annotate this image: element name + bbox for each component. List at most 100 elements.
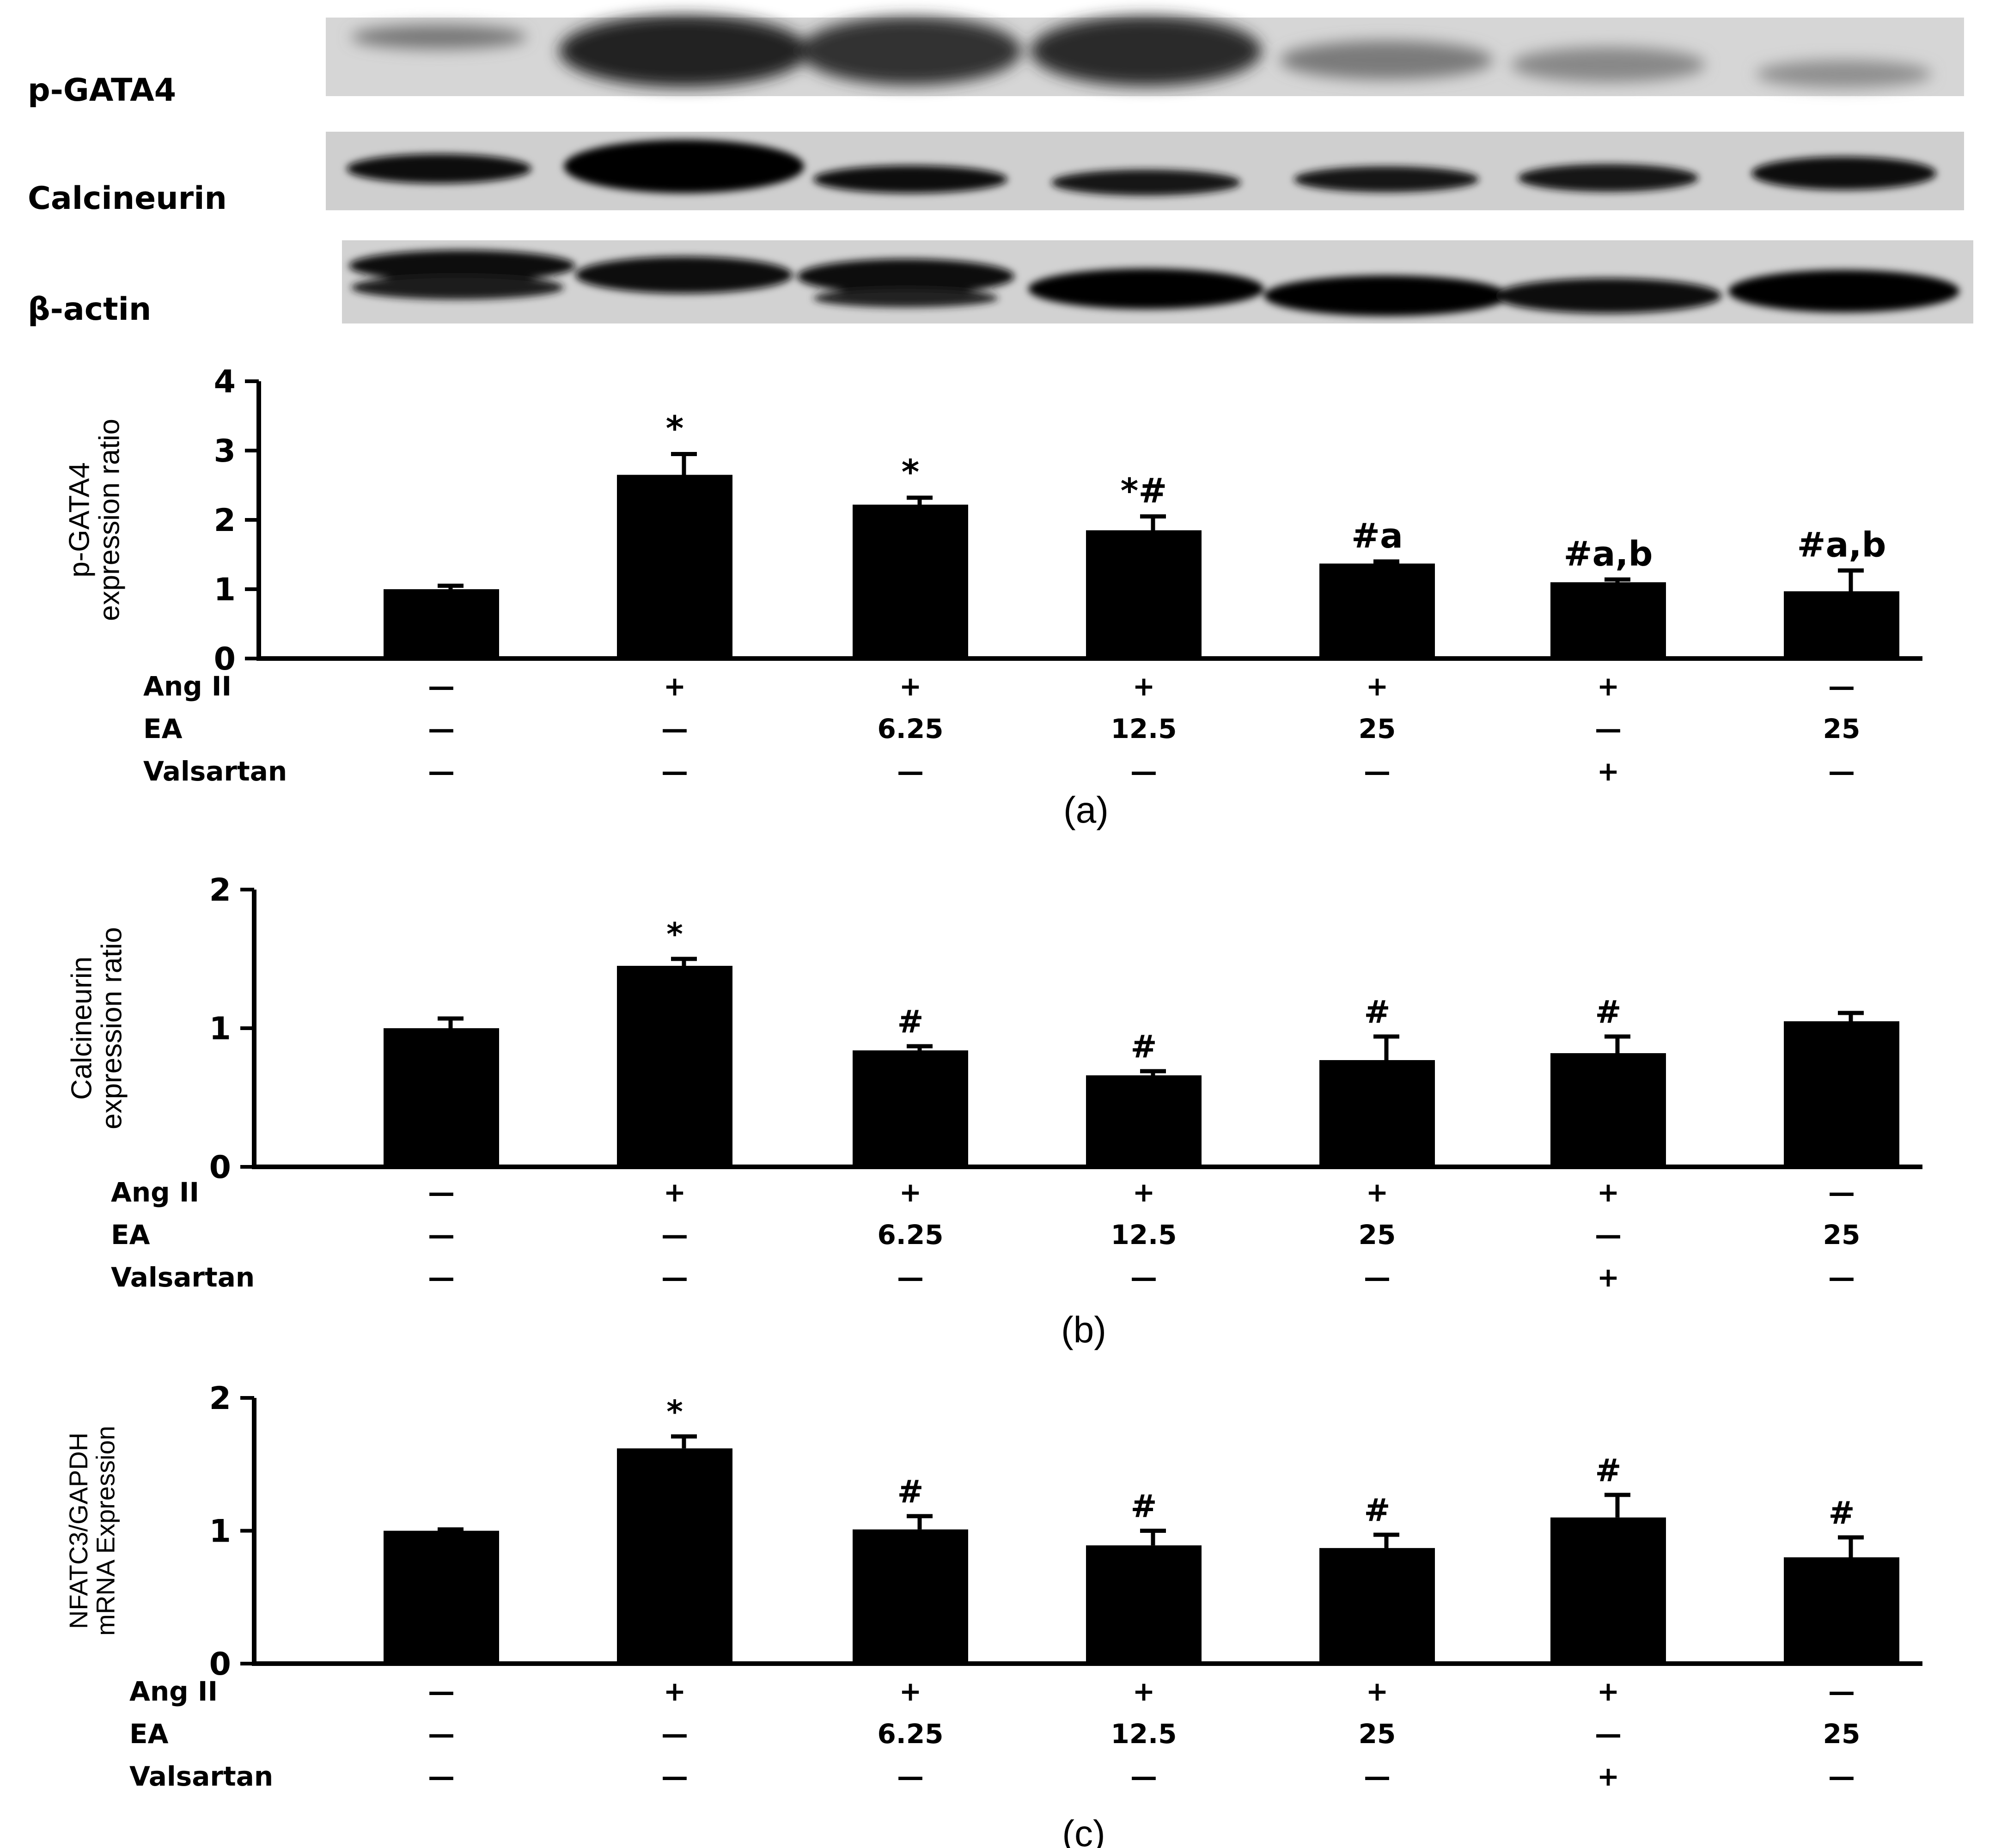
treatment-row-label: EA: [111, 1219, 150, 1250]
bar: [1550, 1517, 1666, 1664]
bar: [617, 475, 732, 659]
treatment-row-label: EA: [143, 713, 183, 744]
treatment-cell: 25: [1359, 1718, 1396, 1750]
panel-letter: (c): [1062, 1813, 1105, 1848]
treatment-cell: —: [661, 1761, 688, 1792]
treatment-cell: —: [1130, 756, 1157, 787]
treatment-cell: —: [897, 1761, 924, 1792]
bar: [1319, 1060, 1435, 1167]
y-tick-label: 4: [214, 364, 236, 400]
significance-label: #a,b: [1797, 525, 1886, 565]
treatment-cell: 25: [1823, 1718, 1861, 1750]
treatment-cell: —: [1364, 1761, 1391, 1792]
treatment-row-label: Ang II: [111, 1177, 199, 1208]
bar: [617, 966, 732, 1167]
chart-panel-c: 0 1 2 NFATC3/GAPDHmRNA Expression * # # # # # Ang …: [64, 1380, 1922, 1848]
treatment-cell: —: [428, 671, 455, 702]
treatment-cell: —: [1828, 671, 1855, 702]
y-axis-label-line: p-GATA4: [64, 462, 96, 577]
treatment-cell: +: [1597, 1676, 1620, 1707]
significance-label: #: [1131, 1029, 1157, 1065]
treatment-cell: 12.5: [1110, 1219, 1177, 1250]
treatment-cell: —: [1130, 1761, 1157, 1792]
y-axis-label-line: expression ratio: [96, 927, 128, 1129]
treatment-cell: —: [428, 1262, 455, 1293]
treatment-cell: —: [1364, 756, 1391, 787]
y-tick-label: 1: [209, 1011, 231, 1047]
treatment-cell: +: [1133, 1177, 1155, 1208]
significance-label: #: [1131, 1488, 1157, 1525]
y-tick-label: 1: [214, 572, 236, 608]
bar: [384, 1028, 499, 1167]
bar: [1086, 1545, 1202, 1664]
significance-label: #: [1364, 1492, 1391, 1529]
treatment-cell: —: [1828, 756, 1855, 787]
treatment-cell: +: [1366, 1177, 1389, 1208]
treatment-cell: —: [1828, 1177, 1855, 1208]
blot-label-p-gata4: p-GATA4: [28, 72, 176, 109]
bar: [1319, 563, 1435, 659]
bar: [1784, 591, 1899, 659]
y-tick-label: 3: [214, 433, 236, 470]
bar: [1086, 530, 1202, 659]
bar: [853, 1050, 968, 1167]
blot-beta-actin: β-actin: [28, 240, 1973, 328]
significance-label: #a: [1351, 516, 1403, 556]
bar: [617, 1448, 732, 1664]
y-axis-label-line: Calcineurin: [66, 957, 98, 1100]
treatment-cell: —: [897, 1262, 924, 1293]
treatment-cell: +: [1133, 1676, 1155, 1707]
blot-label-calcineurin: Calcineurin: [28, 180, 227, 217]
treatment-cell: —: [428, 713, 455, 744]
y-tick-label: 2: [209, 872, 231, 909]
blot-calcineurin: Calcineurin: [28, 132, 1964, 217]
treatment-cell: +: [1133, 671, 1155, 702]
y-axis-label-line: mRNA Expression: [91, 1426, 120, 1635]
treatment-cell: 6.25: [877, 1718, 943, 1750]
treatment-cell: —: [428, 1718, 455, 1750]
treatment-cell: —: [897, 756, 924, 787]
treatment-cell: —: [661, 1262, 688, 1293]
treatment-cell: +: [899, 671, 922, 702]
treatment-cell: +: [1597, 756, 1620, 787]
y-axis-label: Calcineurinexpression ratio: [66, 927, 128, 1129]
significance-label: *: [666, 1394, 683, 1430]
treatment-row-label: Valsartan: [143, 756, 287, 787]
treatment-cell: +: [1366, 1676, 1389, 1707]
treatment-cell: —: [1364, 1262, 1391, 1293]
y-tick-label: 1: [209, 1513, 231, 1550]
chart-panel-b: 0 1 2 Calcineurinexpression ratio * # # # # Ang I…: [66, 872, 1922, 1350]
significance-label: #: [897, 1004, 924, 1040]
y-tick-label: 2: [214, 502, 236, 539]
treatment-cell: —: [428, 1177, 455, 1208]
bar: [853, 505, 968, 659]
treatment-cell: —: [428, 1676, 455, 1707]
treatment-cell: +: [1366, 671, 1389, 702]
treatment-cell: +: [1597, 671, 1620, 702]
bar: [384, 589, 499, 659]
significance-label: #a,b: [1563, 534, 1653, 574]
significance-label: #: [1595, 1452, 1622, 1489]
bar: [1086, 1075, 1202, 1167]
significance-label: #: [1595, 994, 1622, 1031]
significance-label: #: [1829, 1495, 1855, 1531]
y-tick-label: 0: [209, 1149, 231, 1186]
significance-label: *: [666, 409, 684, 449]
treatment-row-label: Valsartan: [111, 1262, 255, 1293]
treatment-cell: +: [664, 1676, 686, 1707]
treatment-cell: 6.25: [877, 713, 943, 744]
treatment-cell: 6.25: [877, 1219, 943, 1250]
treatment-cell: —: [428, 1219, 455, 1250]
y-axis-label-line: expression ratio: [94, 419, 126, 621]
y-tick-label: 0: [214, 641, 236, 677]
treatment-cell: —: [661, 1219, 688, 1250]
treatment-cell: —: [661, 756, 688, 787]
treatment-cell: 12.5: [1110, 1718, 1177, 1750]
treatment-cell: +: [1597, 1761, 1620, 1792]
treatment-cell: +: [899, 1676, 922, 1707]
significance-label: *: [666, 916, 683, 953]
treatment-row-label: Valsartan: [129, 1761, 273, 1792]
treatment-cell: —: [428, 1761, 455, 1792]
y-tick-label: 0: [209, 1646, 231, 1683]
treatment-cell: —: [428, 756, 455, 787]
